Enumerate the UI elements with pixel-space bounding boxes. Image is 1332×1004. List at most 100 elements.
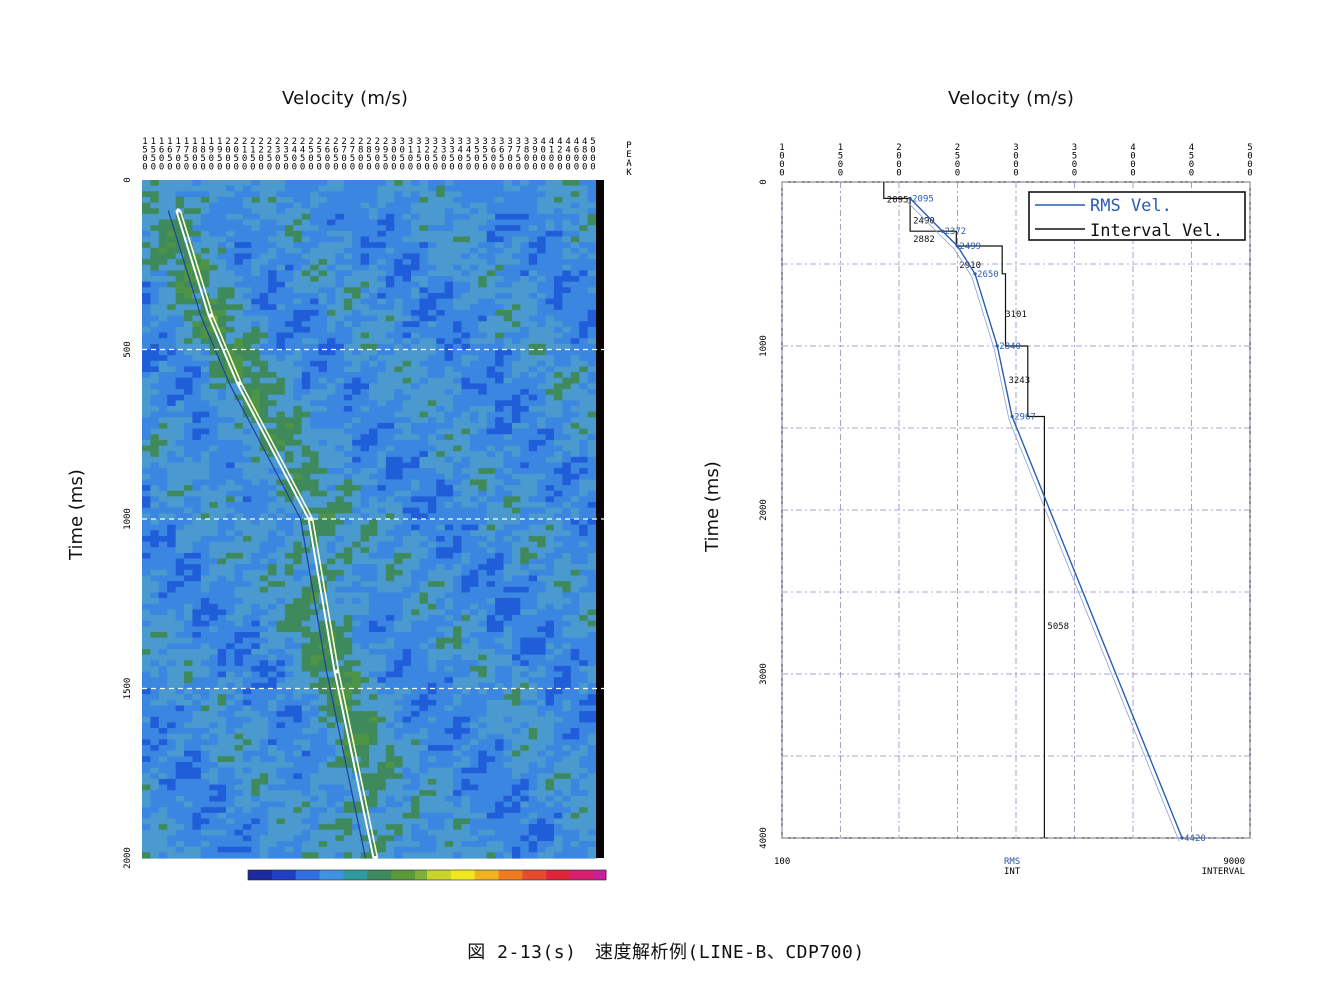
heatmap-cell [335, 445, 345, 452]
heatmap-cell [310, 208, 320, 215]
heatmap-cell [377, 180, 387, 187]
heatmap-cell [226, 632, 236, 639]
heatmap-cell [242, 276, 252, 283]
heatmap-cell [335, 349, 345, 356]
heatmap-cell [301, 264, 311, 271]
heatmap-cell [587, 213, 597, 221]
heatmap-cell [301, 349, 311, 356]
heatmap-cell [461, 637, 471, 644]
heatmap-cell [352, 281, 362, 288]
heatmap-cell [537, 479, 547, 486]
heatmap-cell [486, 586, 496, 594]
heatmap-cell [545, 439, 555, 447]
heatmap-cell [318, 394, 328, 401]
heatmap-cell [167, 462, 177, 469]
heatmap-cell [268, 338, 278, 345]
heatmap-cell [427, 383, 437, 390]
heatmap-cell [436, 547, 446, 554]
heatmap-cell [553, 620, 563, 627]
heatmap-cell [419, 535, 429, 543]
heatmap-cell [217, 366, 227, 373]
heatmap-cell [326, 281, 336, 288]
heatmap-cell [520, 682, 530, 690]
heatmap-cell [301, 428, 311, 435]
heatmap-cell [360, 575, 370, 582]
heatmap-cell [369, 281, 379, 288]
heatmap-cell [209, 575, 219, 582]
heatmap-cell [293, 558, 303, 565]
heatmap-cell [293, 513, 303, 520]
heatmap-cell [167, 564, 177, 571]
heatmap-cell [192, 547, 202, 554]
heatmap-cell [175, 456, 185, 464]
heatmap-cell [301, 360, 311, 368]
heatmap-cell [385, 400, 395, 407]
heatmap-cell [251, 671, 261, 678]
heatmap-cell [579, 276, 589, 283]
heatmap-cell [419, 671, 429, 678]
heatmap-cell [562, 462, 572, 469]
heatmap-cell [276, 496, 286, 503]
heatmap-cell [251, 665, 261, 673]
heatmap-cell [537, 349, 547, 356]
heatmap-cell [310, 671, 320, 678]
heatmap-cell [343, 355, 353, 362]
heatmap-cell [503, 309, 513, 317]
heatmap-cell [511, 535, 521, 543]
heatmap-cell [318, 552, 328, 560]
heatmap-cell [318, 185, 328, 192]
heatmap-cell [511, 445, 521, 452]
heatmap-cell [444, 355, 454, 362]
heatmap-cell [486, 428, 496, 435]
heatmap-cell [276, 208, 286, 215]
heatmap-cell [335, 428, 345, 435]
heatmap-cell [394, 592, 404, 599]
heatmap-cell [537, 270, 547, 277]
heatmap-cell [579, 581, 589, 588]
heatmap-cell [520, 575, 530, 582]
heatmap-cell [209, 524, 219, 531]
heatmap-cell [142, 490, 152, 497]
heatmap-cell [268, 315, 278, 322]
heatmap-cell [562, 338, 572, 345]
heatmap-cell [251, 626, 261, 633]
heatmap-cell [520, 552, 530, 560]
heatmap-cell [284, 417, 294, 424]
heatmap-cell [444, 445, 454, 452]
heatmap-cell [251, 535, 261, 543]
heatmap-cell [587, 191, 597, 198]
heatmap-cell [453, 479, 463, 486]
heatmap-cell [360, 191, 370, 198]
heatmap-cell [528, 513, 538, 520]
heatmap-cell [209, 688, 219, 695]
heatmap-cell [360, 694, 370, 701]
heatmap-cell [318, 281, 328, 288]
heatmap-cell [520, 253, 530, 260]
heatmap-cell [142, 422, 152, 430]
heatmap-cell [318, 586, 328, 594]
heatmap-cell [251, 473, 261, 481]
heatmap-cell [268, 575, 278, 582]
heatmap-cell [360, 202, 370, 209]
heatmap-cell [570, 389, 580, 396]
heatmap-cell [242, 552, 252, 560]
heatmap-cell [226, 609, 236, 616]
heatmap-cell [537, 609, 547, 616]
heatmap-cell [217, 524, 227, 531]
heatmap-cell [150, 185, 160, 192]
heatmap-cell [150, 530, 160, 537]
heatmap-cell [503, 671, 513, 678]
heatmap-cell [453, 592, 463, 599]
heatmap-cell [579, 242, 589, 249]
heatmap-cell [570, 688, 580, 695]
heatmap-cell [478, 632, 488, 639]
heatmap-cell [142, 473, 152, 481]
heatmap-cell [251, 479, 261, 486]
heatmap-cell [411, 648, 421, 656]
heatmap-cell [175, 558, 185, 565]
heatmap-cell [167, 276, 177, 283]
heatmap-cell [520, 389, 530, 396]
heatmap-cell [528, 496, 538, 503]
heatmap-cell [360, 507, 370, 514]
heatmap-cell [192, 185, 202, 192]
